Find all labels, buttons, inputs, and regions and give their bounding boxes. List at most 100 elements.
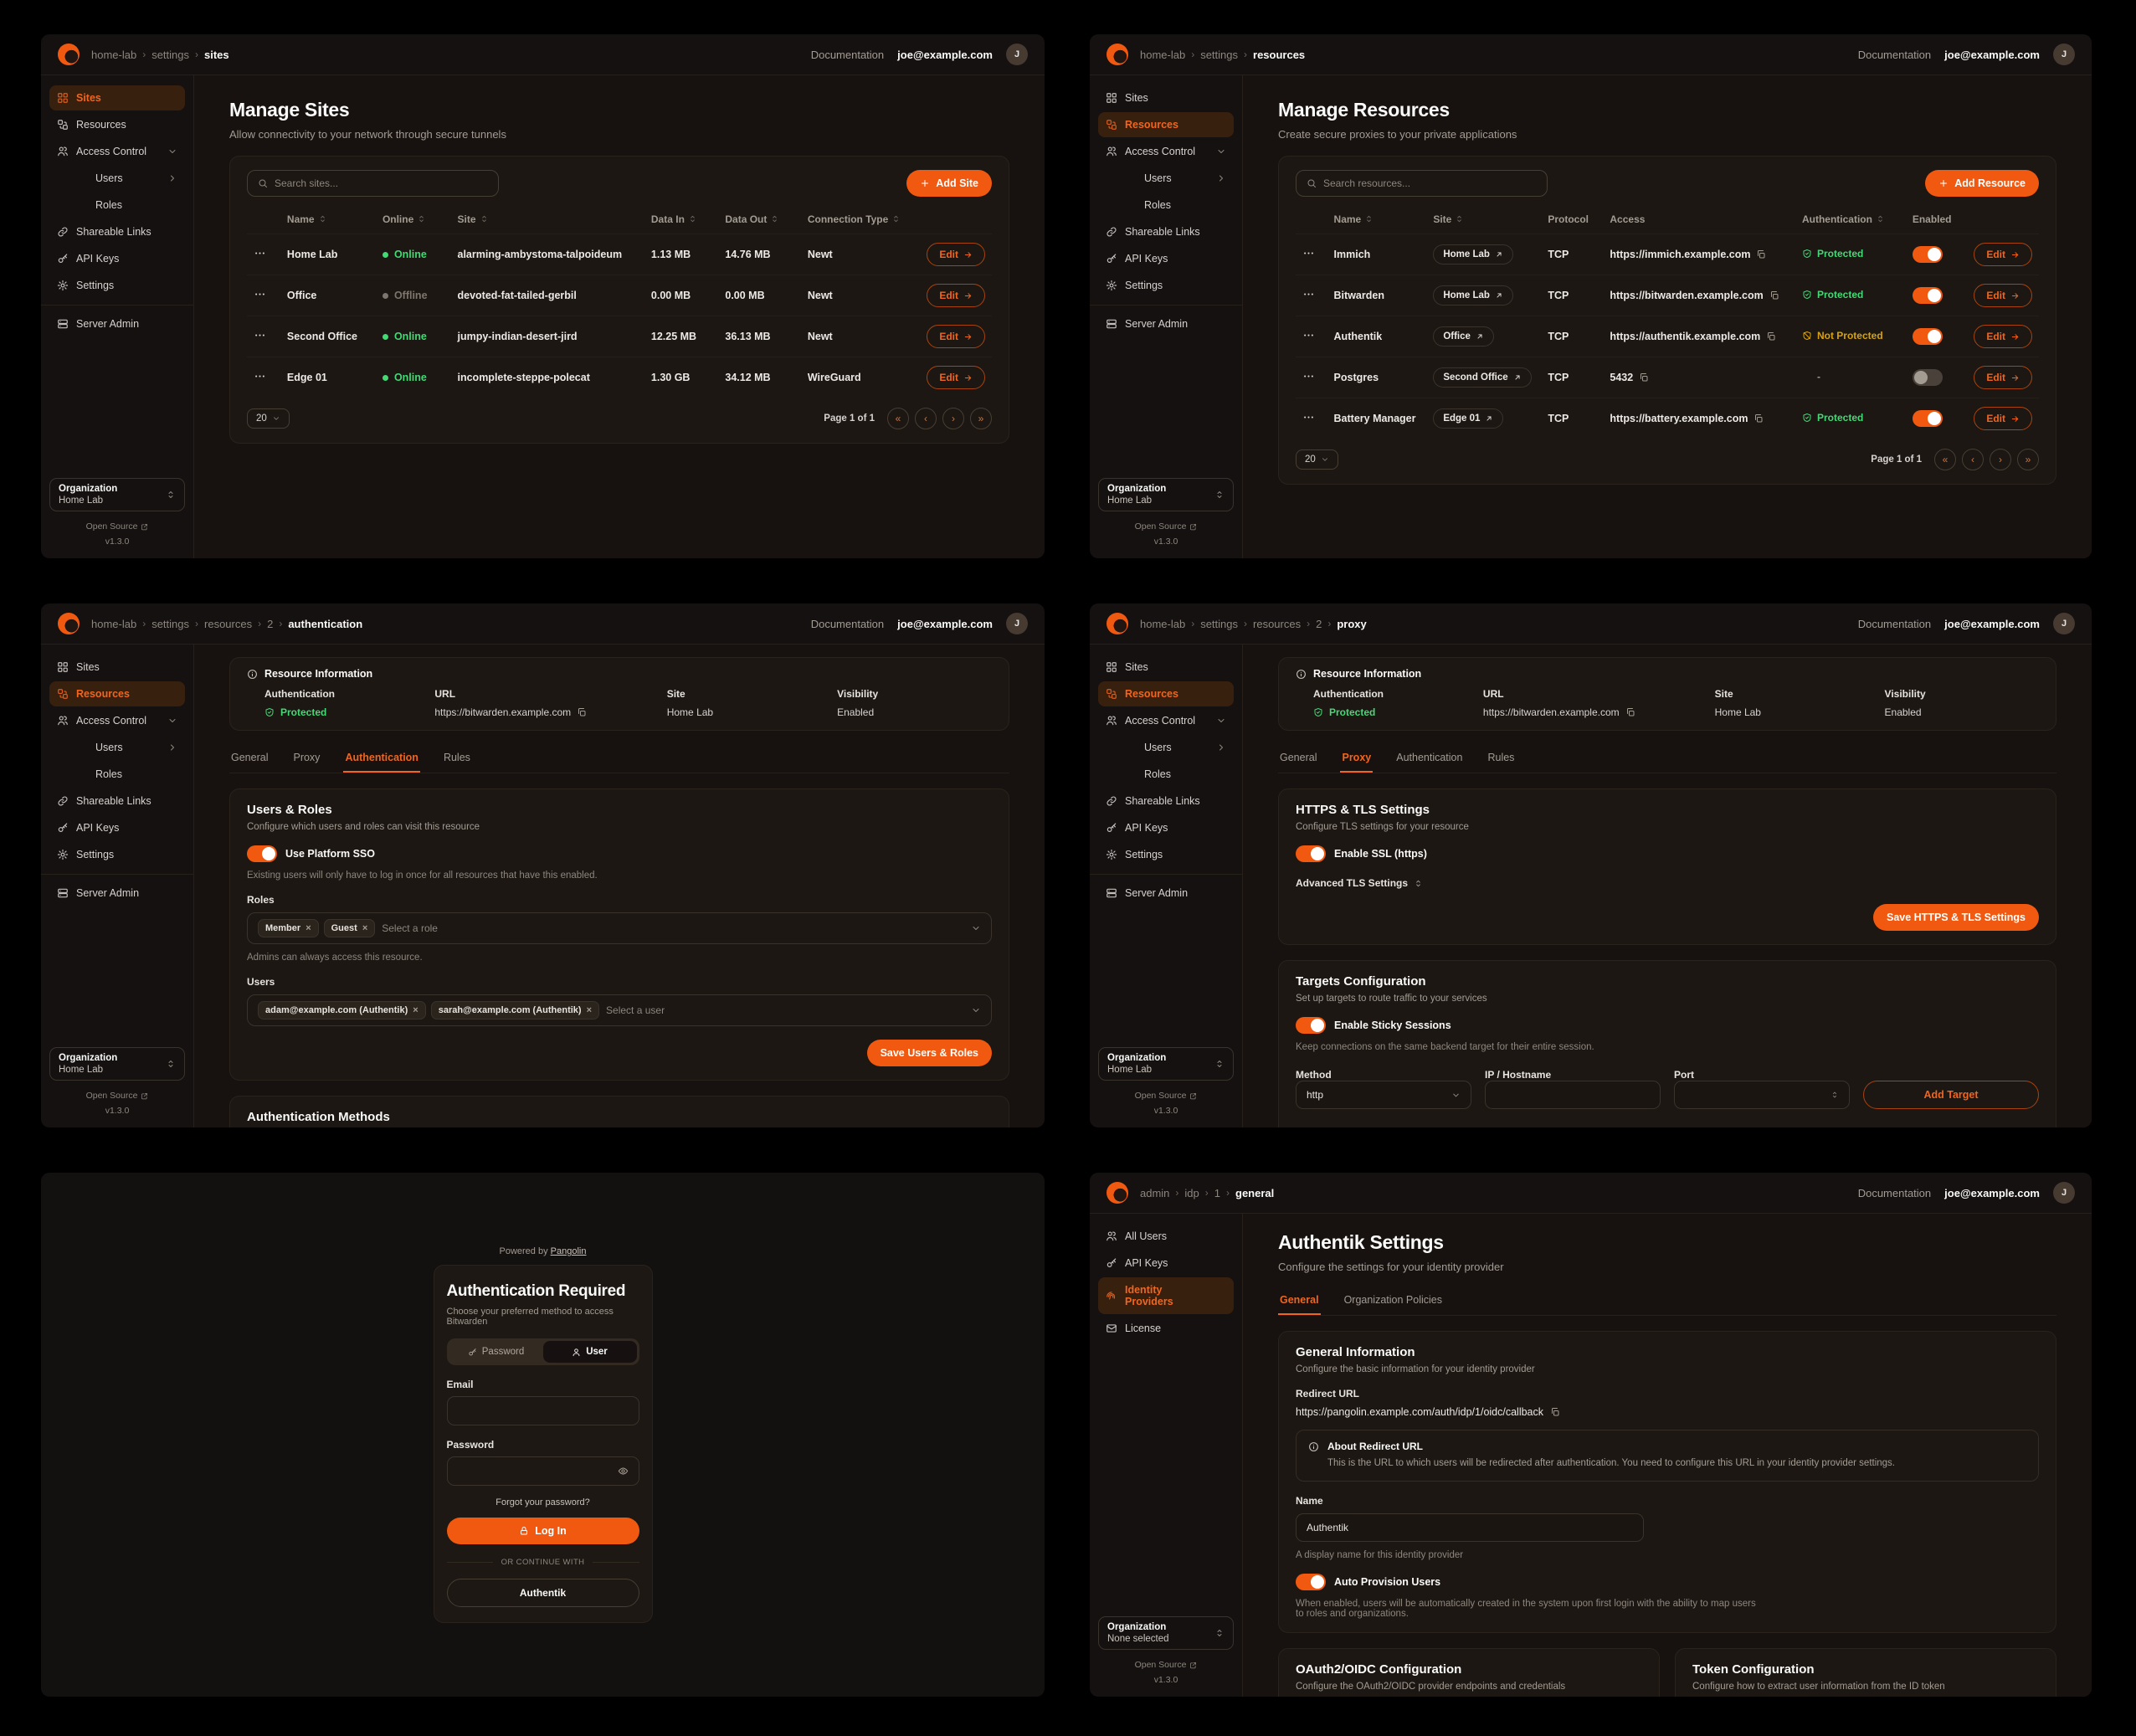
copy-icon[interactable] <box>1769 290 1779 300</box>
row-actions-button[interactable] <box>254 370 266 383</box>
documentation-link[interactable]: Documentation <box>810 617 885 630</box>
account-email[interactable]: joe@example.com <box>1944 1186 2040 1199</box>
add-resource-button[interactable]: Add Resource <box>1925 170 2039 197</box>
column-header[interactable] <box>1296 205 1327 234</box>
method-select[interactable]: http <box>1296 1081 1471 1109</box>
platform-sso-toggle[interactable] <box>247 845 277 862</box>
open-source-link[interactable]: Open Source <box>1135 1091 1198 1101</box>
row-actions-button[interactable] <box>254 329 266 342</box>
tab-password[interactable]: Password <box>449 1341 543 1363</box>
pangolin-link[interactable]: Pangolin <box>550 1246 587 1256</box>
breadcrumb-item[interactable]: home-lab <box>91 48 137 61</box>
breadcrumb-item[interactable]: authentication <box>288 617 363 630</box>
column-header[interactable]: Name <box>280 205 376 234</box>
breadcrumb-item[interactable]: idp <box>1184 1186 1199 1199</box>
column-header[interactable]: Access <box>1610 213 1646 225</box>
site-link[interactable]: Office <box>1433 326 1494 347</box>
copy-icon[interactable] <box>1550 1407 1560 1417</box>
copy-icon[interactable] <box>1639 372 1649 383</box>
row-actions-button[interactable] <box>254 247 266 259</box>
breadcrumb-item[interactable]: resources <box>1253 617 1302 630</box>
row-actions-button[interactable] <box>1302 370 1315 383</box>
site-link[interactable]: Second Office <box>1433 367 1532 388</box>
enabled-toggle[interactable] <box>1912 287 1943 304</box>
stepper-icon[interactable] <box>1830 1091 1839 1099</box>
account-email[interactable]: joe@example.com <box>897 617 993 630</box>
breadcrumb-item[interactable]: settings <box>151 617 190 630</box>
column-header[interactable]: Name <box>1327 205 1427 234</box>
account-email[interactable]: joe@example.com <box>1944 48 2040 61</box>
sidebar-item[interactable]: Resources <box>49 681 185 706</box>
copy-icon[interactable] <box>1753 413 1764 424</box>
advanced-tls-toggle[interactable]: Advanced TLS Settings <box>1296 877 1423 889</box>
login-button[interactable]: Log In <box>446 1518 639 1544</box>
breadcrumb-item[interactable]: settings <box>1200 617 1239 630</box>
enabled-toggle[interactable] <box>1912 328 1943 345</box>
copy-icon[interactable] <box>1756 249 1766 259</box>
sidebar-item[interactable]: Sites <box>1098 85 1234 110</box>
sidebar-item[interactable]: Identity Providers <box>1098 1277 1234 1314</box>
sidebar-item[interactable]: Users <box>1098 735 1234 760</box>
org-switcher[interactable]: Organization Home Lab <box>1098 478 1234 511</box>
account-email[interactable]: joe@example.com <box>1944 617 2040 630</box>
sidebar-item[interactable]: Resources <box>1098 681 1234 706</box>
edit-button[interactable]: Edit <box>1974 243 2032 266</box>
sidebar-item[interactable]: All Users <box>1098 1224 1234 1249</box>
sidebar-item[interactable]: Access Control <box>1098 708 1234 733</box>
avatar[interactable]: J <box>2053 613 2075 634</box>
search-input[interactable]: Search sites... <box>247 170 499 197</box>
sidebar-item[interactable]: Users <box>49 735 185 760</box>
edit-button[interactable]: Edit <box>927 243 985 266</box>
column-header[interactable]: Online <box>376 205 451 234</box>
port-input[interactable] <box>1674 1081 1850 1109</box>
sidebar-item[interactable]: API Keys <box>1098 246 1234 271</box>
column-header[interactable]: Data In <box>644 205 718 234</box>
enabled-toggle[interactable] <box>1912 246 1943 263</box>
sidebar-item[interactable]: API Keys <box>1098 1251 1234 1276</box>
open-source-link[interactable]: Open Source <box>86 521 149 532</box>
first-page-button[interactable]: « <box>1934 449 1956 470</box>
sidebar-item[interactable]: Roles <box>1098 762 1234 787</box>
breadcrumb-item[interactable]: 2 <box>1316 617 1322 630</box>
row-actions-button[interactable] <box>1302 411 1315 424</box>
site-link[interactable]: Home Lab <box>1433 285 1513 306</box>
edit-button[interactable]: Edit <box>1974 366 2032 389</box>
site-link[interactable]: Home Lab <box>1433 244 1513 265</box>
edit-button[interactable]: Edit <box>1974 407 2032 430</box>
sidebar-item[interactable]: Settings <box>49 842 185 867</box>
prev-page-button[interactable]: ‹ <box>915 408 937 429</box>
eye-icon[interactable] <box>618 1466 629 1477</box>
enable-ssl-toggle[interactable] <box>1296 845 1326 862</box>
save-tls-button[interactable]: Save HTTPS & TLS Settings <box>1872 904 2039 931</box>
open-source-link[interactable]: Open Source <box>86 1091 149 1101</box>
roles-multiselect[interactable]: Member × Guest × Select a role <box>247 912 992 944</box>
edit-button[interactable]: Edit <box>927 284 985 307</box>
sidebar-item[interactable]: Shareable Links <box>1098 788 1234 814</box>
sidebar-item[interactable]: Sites <box>49 655 185 680</box>
remove-chip-icon[interactable]: × <box>306 923 311 933</box>
name-input[interactable]: Authentik <box>1296 1513 1644 1543</box>
add-site-button[interactable]: Add Site <box>906 170 992 197</box>
column-header[interactable]: Site <box>451 205 644 234</box>
breadcrumb-item[interactable]: admin <box>1140 1186 1170 1199</box>
breadcrumb-item[interactable]: proxy <box>1337 617 1367 630</box>
copy-icon[interactable] <box>1766 331 1776 342</box>
sidebar-item[interactable]: Access Control <box>49 708 185 733</box>
open-source-link[interactable]: Open Source <box>1135 1660 1198 1670</box>
tab[interactable]: Authentication <box>343 744 420 773</box>
breadcrumb-item[interactable]: general <box>1235 1186 1275 1199</box>
add-target-button[interactable]: Add Target <box>1863 1081 2039 1109</box>
sidebar-item[interactable]: Users <box>1098 166 1234 191</box>
edit-button[interactable]: Edit <box>1974 284 2032 307</box>
sidebar-item[interactable]: Shareable Links <box>49 219 185 244</box>
row-actions-button[interactable] <box>254 288 266 300</box>
breadcrumb-item[interactable]: 1 <box>1214 1186 1221 1199</box>
sidebar-item[interactable]: Access Control <box>1098 139 1234 164</box>
sidebar-item[interactable]: Access Control <box>49 139 185 164</box>
remove-chip-icon[interactable]: × <box>413 1005 418 1015</box>
sidebar-item[interactable]: Sites <box>49 85 185 110</box>
breadcrumb-item[interactable]: home-lab <box>1140 617 1186 630</box>
first-page-button[interactable]: « <box>887 408 909 429</box>
sidebar-item[interactable]: Shareable Links <box>1098 219 1234 244</box>
rows-per-page-select[interactable]: 20 <box>1296 449 1338 470</box>
